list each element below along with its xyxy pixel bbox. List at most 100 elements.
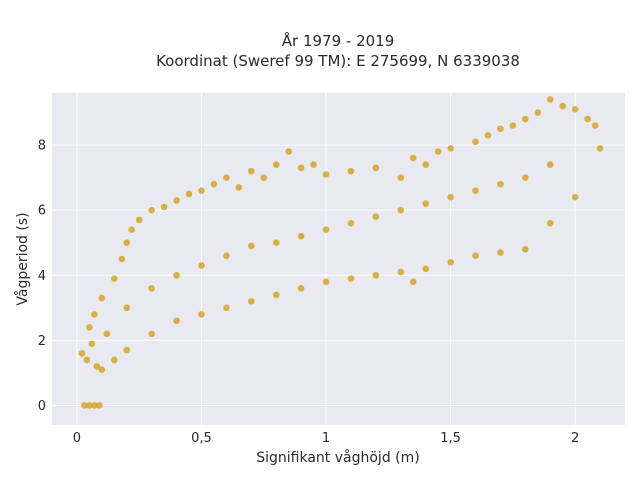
data-point — [83, 356, 91, 364]
data-point — [497, 125, 504, 133]
data-point — [472, 138, 479, 146]
data-point — [522, 115, 529, 123]
data-point — [522, 174, 529, 181]
data-point — [210, 180, 218, 188]
data-point — [372, 164, 380, 172]
data-point — [185, 190, 193, 198]
data-point — [128, 226, 136, 234]
data-point — [103, 330, 111, 338]
data-point — [272, 291, 280, 299]
y-axis-ticks: 0 2 4 6 8 — [38, 139, 46, 414]
x-tick-label: 0 — [73, 431, 81, 446]
data-point — [522, 245, 529, 253]
data-point — [81, 402, 88, 409]
data-point — [198, 262, 205, 269]
data-point — [372, 213, 380, 220]
data-point — [123, 239, 131, 247]
x-tick-label: 0,5 — [191, 431, 212, 446]
data-point — [372, 271, 380, 279]
x-tick-label: 1 — [322, 431, 330, 446]
data-point — [285, 148, 292, 155]
data-point — [310, 161, 317, 168]
data-point — [86, 402, 93, 409]
data-point — [91, 311, 98, 318]
data-point — [272, 161, 280, 168]
data-point — [534, 109, 542, 116]
grid-lines — [52, 93, 625, 425]
data-point — [91, 402, 98, 409]
data-point — [322, 278, 330, 286]
data-point — [123, 346, 131, 354]
x-tick-label: 2 — [571, 431, 579, 446]
data-point — [422, 161, 429, 168]
data-point — [98, 294, 106, 302]
data-point — [472, 252, 479, 260]
data-point — [297, 164, 305, 172]
data-point — [347, 219, 355, 227]
data-point — [322, 171, 330, 178]
chart-title: År 1979 - 2019 — [282, 31, 395, 50]
x-tick-label: 1,5 — [440, 431, 461, 446]
data-point — [272, 239, 280, 247]
data-point — [397, 206, 405, 214]
data-point — [110, 356, 118, 364]
data-point — [118, 255, 126, 263]
data-point — [248, 167, 255, 175]
data-point — [434, 148, 442, 155]
data-point — [248, 242, 255, 250]
data-point — [297, 232, 305, 240]
data-point — [571, 193, 579, 201]
x-axis-ticks: 0 0,5 1 1,5 2 — [73, 431, 580, 446]
plot-area — [52, 93, 625, 425]
data-point — [546, 219, 554, 227]
data-point — [546, 161, 554, 168]
data-point — [93, 363, 101, 370]
data-point — [447, 193, 454, 201]
data-point — [235, 184, 243, 191]
data-point — [160, 203, 168, 211]
data-point — [148, 330, 155, 338]
chart-subtitle: Koordinat (Sweref 99 TM): E 275699, N 63… — [156, 52, 520, 70]
data-point — [546, 96, 554, 103]
data-point — [248, 298, 255, 305]
data-point — [297, 284, 305, 292]
data-point — [591, 122, 599, 129]
data-point — [322, 226, 330, 234]
y-axis-title: Vågperiod (s) — [14, 212, 31, 305]
data-point — [472, 187, 479, 194]
data-point — [96, 402, 103, 409]
data-point — [223, 252, 230, 260]
data-point — [198, 187, 205, 194]
data-point — [596, 145, 604, 152]
data-point — [148, 284, 155, 292]
data-point — [422, 265, 429, 273]
data-point — [397, 268, 405, 276]
data-points — [78, 96, 604, 409]
data-point — [422, 200, 429, 207]
data-point — [98, 366, 106, 373]
y-tick-label: 8 — [38, 139, 46, 154]
data-point — [173, 317, 180, 325]
data-point — [584, 115, 591, 123]
data-point — [223, 174, 230, 181]
data-point — [123, 304, 131, 312]
data-point — [447, 258, 454, 266]
data-point — [447, 145, 454, 152]
y-tick-label: 2 — [38, 334, 46, 349]
data-point — [173, 197, 180, 204]
x-axis-title: Signifikant våghöjd (m) — [256, 449, 419, 466]
data-point — [173, 271, 180, 279]
data-point — [88, 340, 96, 347]
y-tick-label: 0 — [38, 399, 46, 414]
data-point — [110, 275, 118, 282]
data-point — [559, 102, 567, 110]
data-point — [497, 180, 504, 188]
data-point — [347, 275, 355, 282]
data-point — [497, 249, 504, 256]
data-point — [484, 132, 492, 139]
data-point — [409, 154, 417, 162]
data-point — [409, 278, 417, 286]
data-point — [260, 174, 268, 181]
data-point — [509, 122, 517, 129]
